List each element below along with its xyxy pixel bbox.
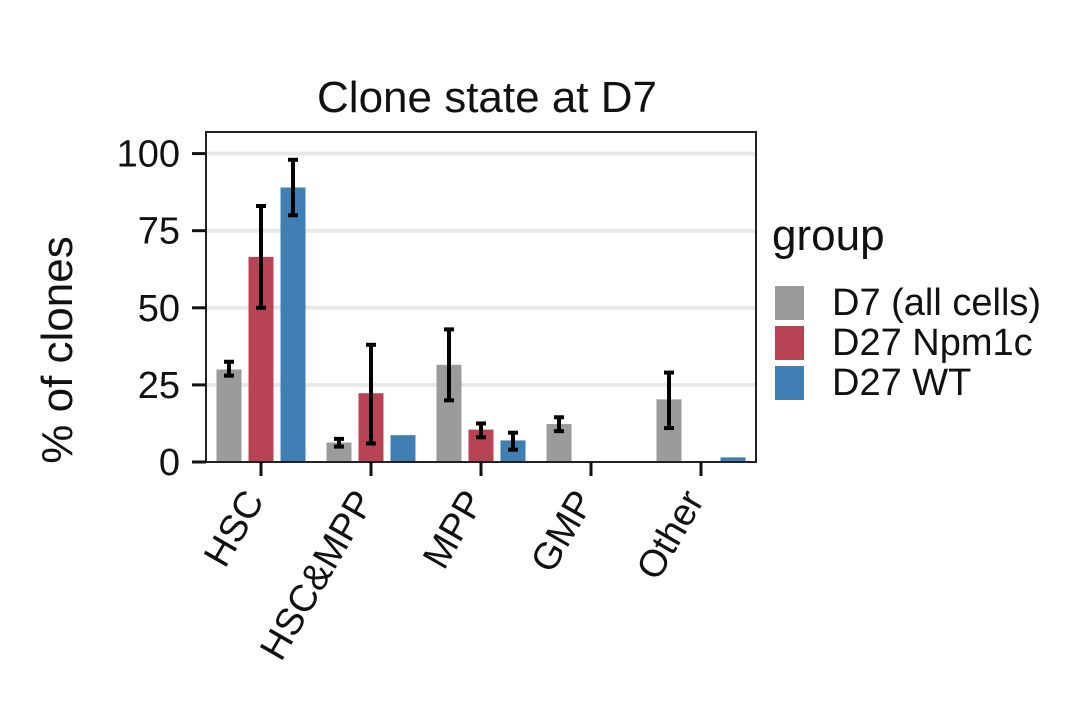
y-tick-label: 100 <box>117 134 180 176</box>
y-axis: 0 25 50 75 100 <box>117 134 206 484</box>
legend-swatch <box>775 366 804 400</box>
y-tick-label: 0 <box>159 442 180 484</box>
legend-item-label: D7 (all cells) <box>832 282 1041 324</box>
bar <box>326 442 352 462</box>
chart-title: Clone state at D7 <box>317 73 657 122</box>
bar <box>720 457 746 462</box>
error-bars <box>224 157 674 452</box>
bar <box>280 187 306 462</box>
y-axis-label: % of clones <box>33 236 82 463</box>
y-tick-label: 25 <box>138 365 180 407</box>
bar <box>216 369 242 462</box>
legend-swatch <box>775 326 804 360</box>
y-tick-label: 50 <box>138 288 180 330</box>
legend-item-label: D27 Npm1c <box>832 322 1033 364</box>
legend-item-label: D27 WT <box>832 362 971 404</box>
y-tick-label: 75 <box>138 211 180 253</box>
legend-swatch <box>775 286 804 320</box>
legend-title: group <box>772 211 885 260</box>
bar <box>390 435 416 462</box>
